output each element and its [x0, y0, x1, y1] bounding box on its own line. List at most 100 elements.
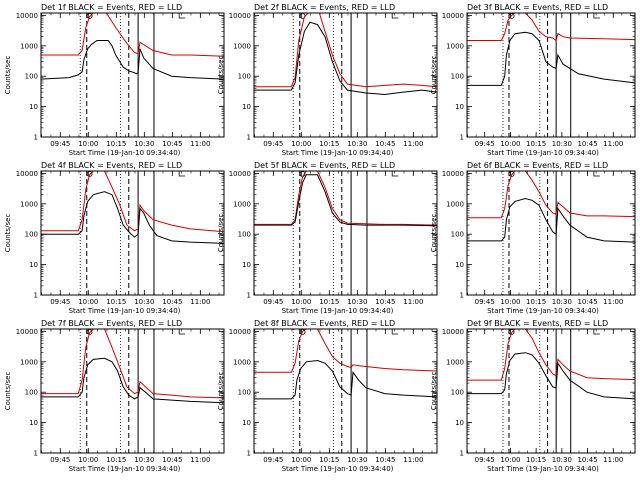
- x-tick-label: 10:30: [134, 140, 154, 148]
- y-tick-label: 1: [247, 292, 251, 300]
- x-tick-label: 10:15: [526, 140, 546, 148]
- event-bracket-marker: [391, 329, 399, 335]
- panel-title: Det 2f BLACK = Events, RED = LLD: [254, 3, 395, 12]
- event-bracket-marker: [593, 329, 600, 335]
- x-tick-label: 10:30: [347, 456, 367, 464]
- y-tick-label: 1000: [446, 358, 464, 366]
- event-bracket-marker: [593, 13, 600, 19]
- x-tick-label: 10:15: [526, 456, 546, 464]
- panel-title: Det 1f BLACK = Events, RED = LLD: [41, 3, 182, 12]
- x-tick-label: 10:15: [106, 456, 126, 464]
- x-tick-label: 10:15: [319, 298, 339, 306]
- y-tick-label: 1000: [233, 358, 251, 366]
- events-series-line: [467, 31, 636, 86]
- x-tick-label: 11:00: [603, 298, 623, 306]
- y-tick-label: 100: [451, 73, 464, 81]
- y-axis-label: Counts/sec: [217, 56, 225, 95]
- y-tick-label: 1: [460, 134, 464, 142]
- y-tick-label: 10: [242, 103, 251, 111]
- x-tick-label: 10:45: [577, 298, 597, 306]
- x-axis-label: Start Time (19-Jan-10 09:34:40): [69, 465, 181, 473]
- panel-title: Det 9f BLACK = Events, RED = LLD: [467, 319, 608, 328]
- x-tick-label: 09:45: [50, 140, 70, 148]
- y-tick-label: 10: [242, 261, 251, 269]
- event-bracket-marker: [178, 329, 186, 335]
- x-tick-label: 10:45: [162, 298, 182, 306]
- plot-frame: [466, 170, 636, 296]
- y-tick-label: 10000: [16, 170, 38, 178]
- x-tick-label: 10:30: [552, 140, 572, 148]
- plot-frame: [253, 170, 438, 296]
- x-tick-label: 10:15: [106, 298, 126, 306]
- lld-series-line: [467, 328, 636, 381]
- x-tick-label: 10:00: [500, 140, 520, 148]
- x-tick-label: 09:45: [50, 298, 70, 306]
- y-tick-label: 100: [238, 389, 251, 397]
- x-axis-label: Start Time (19-Jan-10 09:34:40): [487, 465, 599, 473]
- y-tick-label: 1000: [20, 358, 38, 366]
- lld-series-line: [41, 12, 225, 57]
- x-tick-label: 09:45: [263, 140, 283, 148]
- x-tick-label: 10:00: [500, 456, 520, 464]
- x-tick-label: 09:45: [475, 456, 495, 464]
- events-series-line: [40, 40, 225, 80]
- x-tick-label: 10:45: [375, 456, 395, 464]
- y-tick-label: 100: [25, 73, 38, 81]
- x-axis-label: Start Time (19-Jan-10 09:34:40): [282, 307, 394, 315]
- x-tick-label: 11:00: [603, 140, 623, 148]
- x-tick-label: 09:45: [475, 140, 495, 148]
- events-series-line: [467, 352, 636, 400]
- x-tick-label: 10:30: [552, 456, 572, 464]
- panel-title: Det 6f BLACK = Events, RED = LLD: [467, 161, 608, 170]
- y-tick-label: 10000: [16, 328, 38, 336]
- x-axis-label: Start Time (19-Jan-10 09:34:40): [282, 465, 394, 473]
- y-tick-label: 100: [451, 389, 464, 397]
- panel-title: Det 5f BLACK = Events, RED = LLD: [254, 161, 395, 170]
- x-tick-label: 10:45: [577, 140, 597, 148]
- x-axis-label: Start Time (19-Jan-10 09:34:40): [487, 149, 599, 157]
- y-tick-label: 10000: [229, 328, 251, 336]
- y-tick-label: 100: [451, 231, 464, 239]
- panel-title: Det 3f BLACK = Events, RED = LLD: [467, 3, 608, 12]
- x-tick-label: 10:45: [162, 456, 182, 464]
- y-tick-label: 100: [25, 389, 38, 397]
- plot-frame: [40, 12, 225, 138]
- events-series-line: [254, 21, 438, 96]
- y-tick-label: 1000: [20, 200, 38, 208]
- x-tick-label: 10:00: [291, 298, 311, 306]
- y-tick-label: 1000: [233, 42, 251, 50]
- x-tick-label: 10:30: [134, 456, 154, 464]
- x-tick-label: 10:00: [78, 298, 98, 306]
- y-tick-label: 10: [29, 103, 38, 111]
- events-series-line: [254, 174, 438, 227]
- x-tick-label: 10:30: [552, 298, 572, 306]
- y-tick-label: 1: [460, 450, 464, 458]
- events-series-line: [254, 359, 438, 400]
- event-bracket-marker: [178, 171, 186, 177]
- y-tick-label: 1: [34, 292, 38, 300]
- x-tick-label: 11:00: [403, 456, 423, 464]
- x-tick-label: 11:00: [190, 298, 210, 306]
- events-series-line: [41, 357, 225, 404]
- plot-frame: [40, 170, 225, 296]
- y-tick-label: 10: [455, 419, 464, 427]
- lld-series-line: [467, 12, 636, 42]
- y-tick-label: 10: [455, 103, 464, 111]
- event-bracket-marker: [391, 171, 399, 177]
- x-tick-label: 11:00: [190, 140, 210, 148]
- panel-title: Det 8f BLACK = Events, RED = LLD: [254, 319, 395, 328]
- y-tick-label: 10000: [442, 170, 464, 178]
- plot-frame: [40, 328, 225, 454]
- y-axis-label: Counts/sec: [4, 214, 12, 253]
- x-tick-label: 10:15: [106, 140, 126, 148]
- x-tick-label: 10:00: [500, 298, 520, 306]
- y-tick-label: 1: [247, 450, 251, 458]
- y-tick-label: 1000: [233, 200, 251, 208]
- y-tick-label: 1: [34, 450, 38, 458]
- x-tick-label: 10:45: [375, 140, 395, 148]
- y-tick-label: 10000: [442, 328, 464, 336]
- y-tick-label: 1: [460, 292, 464, 300]
- panel-title: Det 4f BLACK = Events, RED = LLD: [41, 161, 182, 170]
- y-tick-label: 1: [34, 134, 38, 142]
